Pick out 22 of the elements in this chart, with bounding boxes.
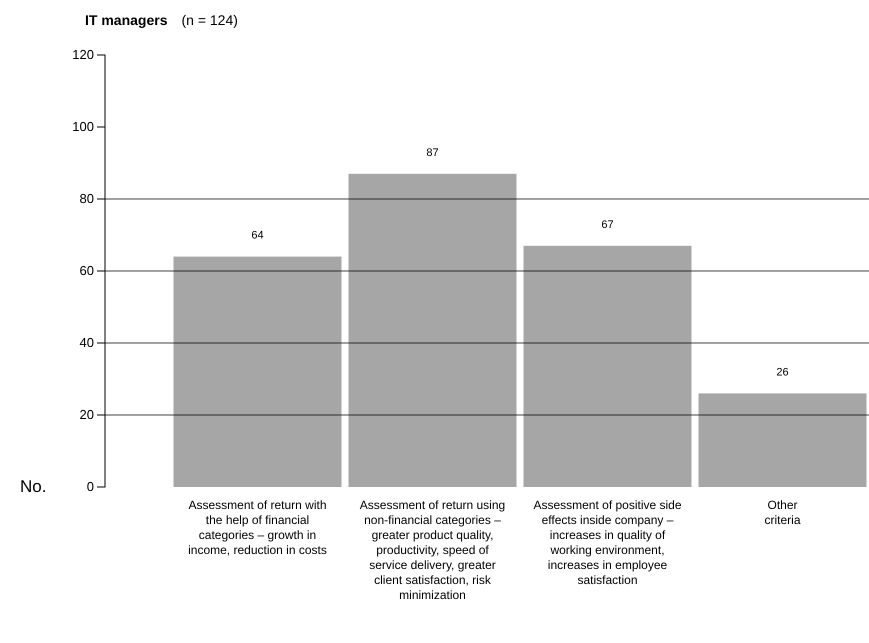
x-tick-label: Assessment of positive side effects inside company – increases in quality of working environment, increases in employee satisfaction (533, 498, 682, 587)
data-label: 64 (251, 230, 264, 242)
chart-subtitle: (n = 124) (181, 12, 238, 28)
data-label: 67 (601, 218, 614, 231)
y-tick-label: 80 (80, 191, 94, 206)
data-label: 26 (776, 366, 789, 378)
x-tick-label: Assessment of return using non-financial categories – greater product quality, productivity, speed of service delivery, greater client satisfaction, risk minimization (360, 498, 506, 602)
bar (348, 174, 516, 487)
data-label: 87 (426, 146, 439, 159)
bar (524, 246, 692, 487)
y-tick-label: 60 (80, 263, 94, 278)
x-tick-label: Other criteria (764, 498, 801, 527)
bar (698, 393, 866, 487)
y-tick-label: 20 (80, 407, 94, 422)
y-axis-title: No. (20, 477, 46, 496)
y-tick-label: 40 (80, 335, 94, 350)
bar (174, 256, 342, 487)
chart-title: IT managers (85, 12, 168, 28)
y-tick-label: 120 (72, 47, 94, 62)
y-tick-label: 0 (86, 479, 94, 494)
x-tick-label: Assessment of return with the help of financial categories – growth in income, reduction in costs (188, 498, 327, 557)
y-tick-label: 100 (72, 119, 94, 134)
